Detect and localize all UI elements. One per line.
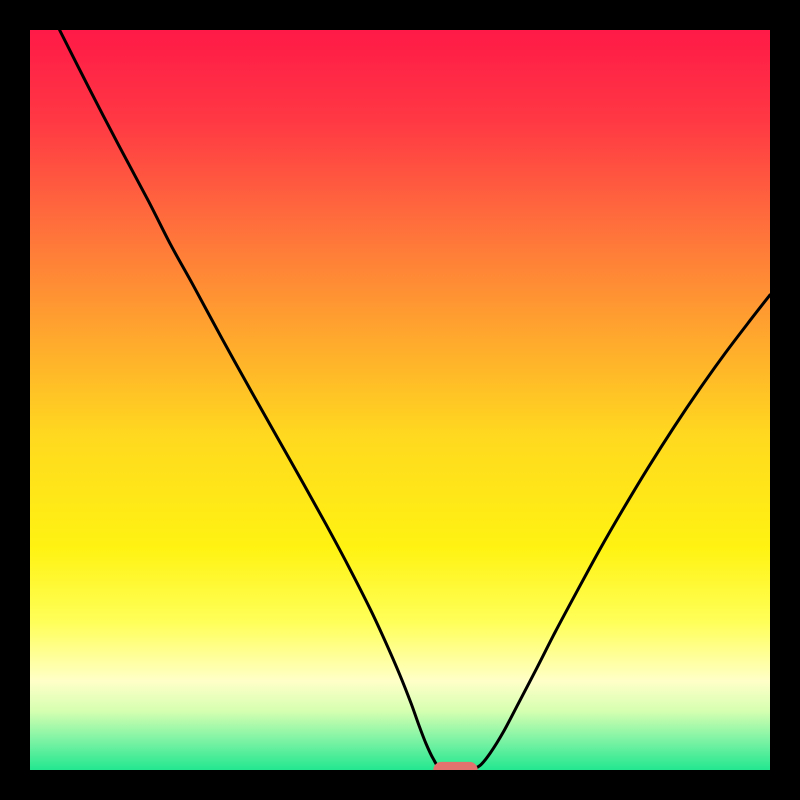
plot-surface (0, 0, 800, 800)
frame-border-right (770, 0, 800, 800)
frame-border-left (0, 0, 30, 800)
plot-background (30, 30, 770, 770)
frame-border-bottom (0, 770, 800, 800)
frame-border-top (0, 0, 800, 30)
bottleneck-chart-canvas: TheBottleneck.com (0, 0, 800, 800)
